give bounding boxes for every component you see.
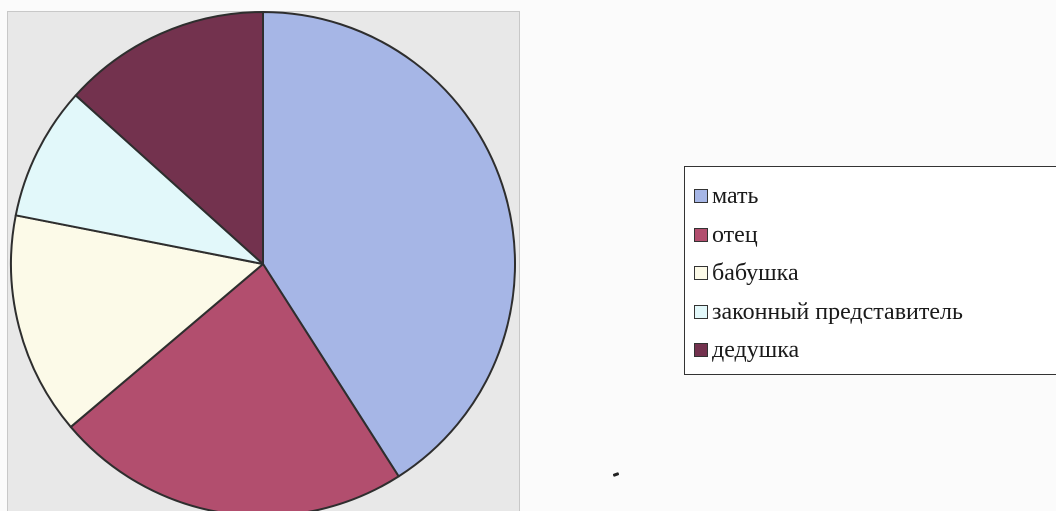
legend-label: отец [712,221,758,248]
legend-item: законный представитель [694,293,1056,332]
pie-slice [10,214,264,428]
pie-slice [262,11,516,478]
legend-label: законный представитель [712,298,963,325]
legend-label: дедушка [712,337,800,364]
legend-swatch [694,343,708,358]
legend-swatch [694,189,708,204]
legend-item: отец [694,216,1056,255]
legend-swatch [694,304,708,319]
legend-item: дедушка [694,331,1056,370]
legend: мать отец бабушка законный представитель… [684,166,1056,375]
legend-swatch [694,227,708,242]
legend-label: бабушка [712,260,799,287]
legend-label: мать [712,183,759,210]
legend-item: мать [694,177,1056,216]
legend-item: бабушка [694,254,1056,293]
pie-slice [69,263,400,511]
pie-slice [74,11,264,265]
legend-swatch [694,266,708,281]
pie-slice [14,94,264,265]
